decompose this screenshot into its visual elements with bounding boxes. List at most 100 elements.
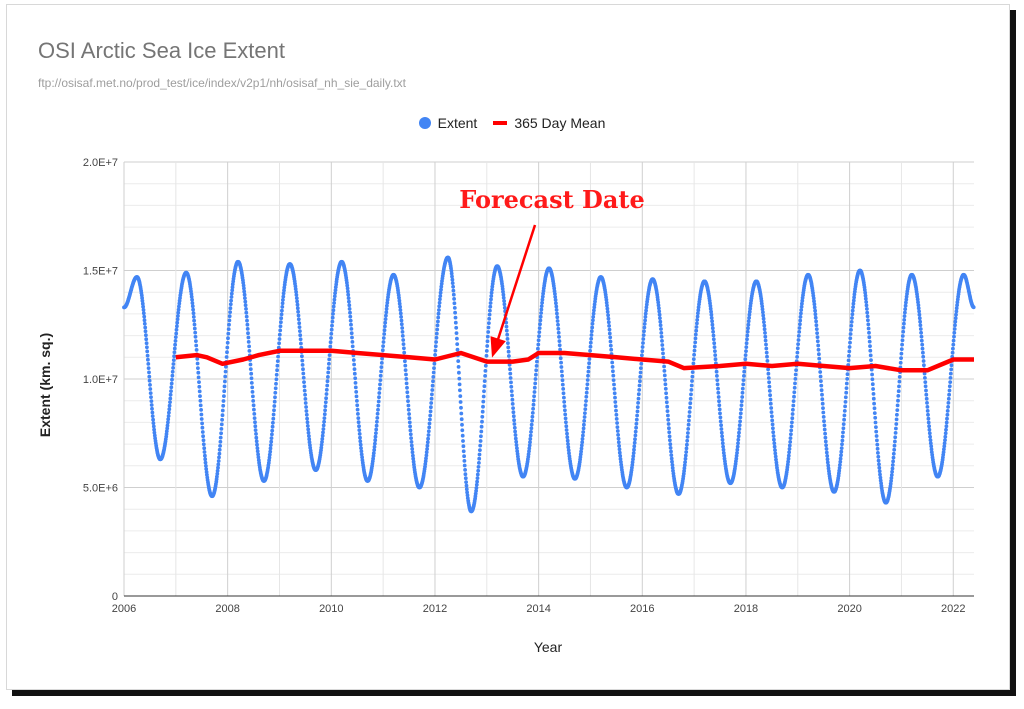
extent-point (772, 441, 777, 446)
extent-point (604, 300, 609, 305)
extent-point (200, 421, 205, 426)
extent-point (194, 343, 199, 348)
extent-point (296, 309, 300, 314)
extent-point (540, 297, 545, 302)
extent-point (711, 333, 716, 338)
extent-point (617, 444, 621, 448)
extent-point (719, 427, 724, 431)
extent-point (502, 299, 506, 303)
extent-point (346, 292, 351, 297)
extent-point (166, 414, 171, 418)
extent-point (397, 295, 401, 300)
extent-point (797, 326, 802, 330)
extent-point (918, 319, 922, 324)
extent-point (333, 291, 337, 295)
extent-point (333, 288, 338, 292)
extent-point (734, 453, 739, 458)
extent-point (355, 399, 359, 403)
extent-point (380, 348, 385, 353)
extent-point (820, 392, 824, 397)
extent-point (614, 408, 618, 413)
extent-point (352, 367, 357, 371)
extent-point (949, 363, 954, 368)
extent-point (536, 346, 540, 351)
extent-point (630, 460, 635, 465)
extent-point (631, 454, 636, 459)
extent-point (199, 417, 204, 421)
extent-point (632, 447, 636, 452)
extent-point (894, 422, 899, 426)
extent-point (151, 417, 156, 422)
extent-point (613, 400, 618, 404)
extent-point (381, 336, 386, 340)
legend-item-extent[interactable]: Extent (418, 115, 477, 131)
extent-point (148, 383, 152, 387)
extent-point (696, 308, 701, 313)
extent-point (840, 438, 845, 443)
extent-point (863, 296, 868, 301)
extent-point (303, 401, 308, 405)
extent-point (150, 414, 155, 418)
extent-point (196, 370, 201, 375)
extent-point (566, 442, 570, 446)
extent-point (641, 337, 646, 341)
extent-point (427, 421, 432, 426)
extent-point (410, 450, 415, 455)
extent-point (268, 446, 273, 451)
extent-point (462, 463, 467, 468)
extent-point (437, 308, 441, 312)
extent-point (147, 374, 152, 379)
extent-point (893, 431, 898, 435)
extent-point (482, 384, 487, 389)
extent-point (955, 303, 959, 307)
extent-point (616, 440, 621, 445)
extent-point (398, 311, 403, 316)
extent-point (666, 417, 671, 422)
extent-point (640, 345, 645, 349)
extent-point (425, 443, 430, 448)
extent-point (714, 369, 719, 374)
extent-point (458, 394, 463, 398)
extent-point (920, 346, 925, 351)
extent-point (358, 442, 363, 447)
extent-point (710, 319, 714, 324)
extent-point (812, 305, 817, 310)
extent-point (371, 456, 375, 461)
legend-item-mean[interactable]: 365 Day Mean (493, 115, 605, 131)
chart-title: OSI Arctic Sea Ice Extent (38, 38, 285, 63)
extent-point (917, 316, 922, 321)
extent-point (215, 474, 219, 479)
extent-point (613, 395, 617, 400)
extent-point (280, 301, 285, 306)
extent-point (579, 449, 583, 454)
extent-point (140, 296, 145, 300)
extent-point (838, 463, 842, 467)
extent-point (249, 371, 254, 376)
extent-point (890, 463, 895, 467)
extent-point (918, 323, 923, 328)
extent-point (382, 328, 387, 333)
extent-point (716, 395, 721, 399)
extent-point (487, 316, 492, 321)
extent-point (634, 425, 638, 430)
extent-point (225, 350, 229, 355)
extent-point (277, 341, 281, 346)
extent-point (375, 416, 380, 420)
extent-point (953, 316, 958, 321)
extent-point (920, 342, 925, 347)
extent-point (565, 435, 570, 440)
extent-point (433, 348, 438, 353)
extent-point (926, 420, 931, 425)
extent-point (718, 415, 723, 420)
extent-point (172, 354, 177, 359)
extent-point (478, 439, 483, 443)
extent-point (489, 297, 493, 302)
extent-point (251, 394, 255, 399)
extent-point (253, 420, 257, 425)
extent-point (656, 303, 661, 308)
extent-point (201, 434, 206, 439)
extent-point (402, 346, 406, 351)
extent-point (945, 409, 950, 413)
extent-point (789, 424, 794, 429)
extent-point (475, 476, 480, 480)
